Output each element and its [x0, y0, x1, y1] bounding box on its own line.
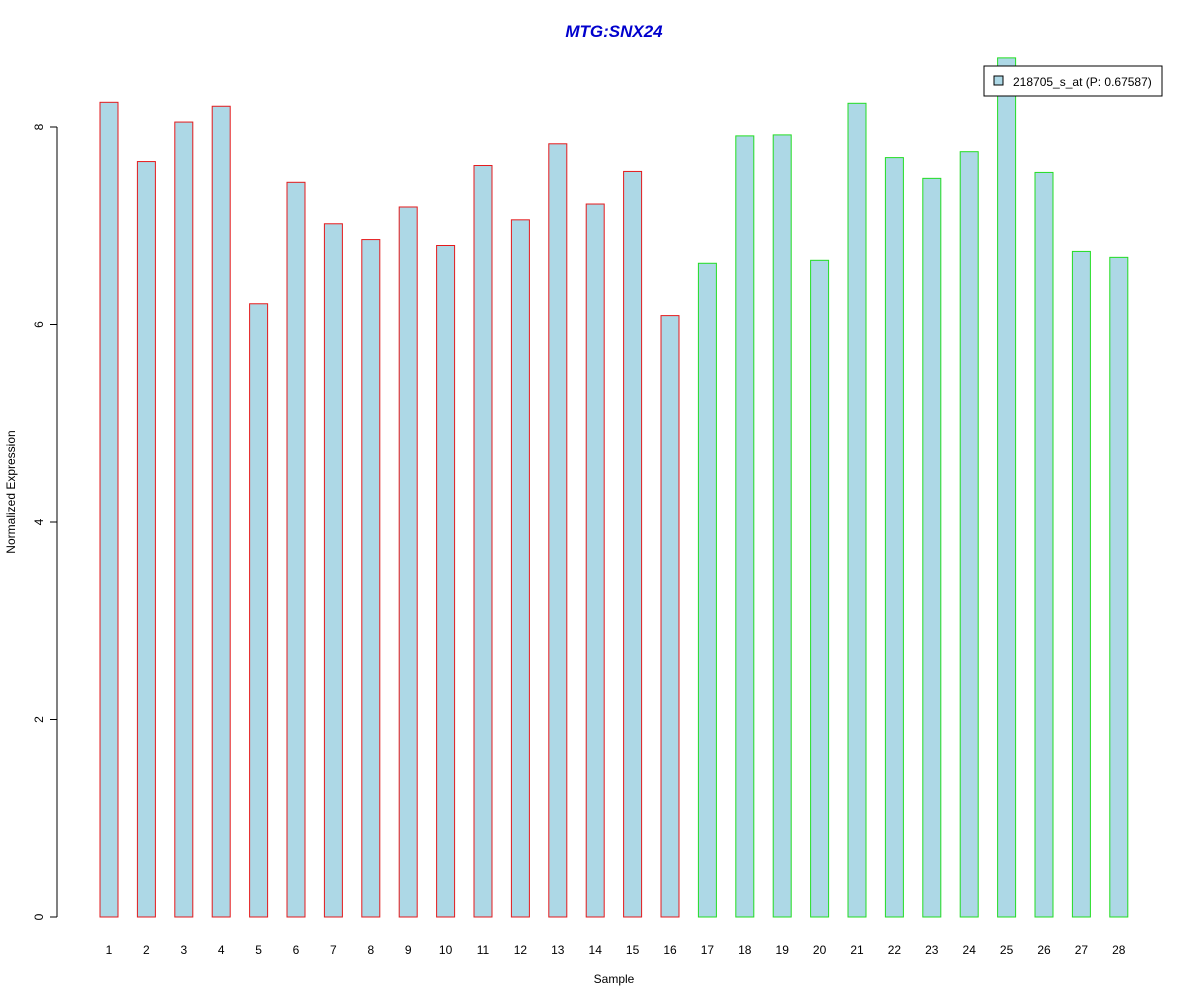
bar-sample-11 [473, 165, 493, 918]
x-tick-label: 18 [738, 943, 752, 957]
bar-sample-8 [361, 239, 381, 918]
x-tick-labels: 1 2 3 4 5 6 7 8 9 10 11 12 13 14 15 16 17 18 19 20 21 22 23 24 2… [106, 943, 1126, 957]
y-tick-label: 4 [32, 518, 46, 525]
x-tick-label: 3 [180, 943, 187, 957]
bar-sample-10 [436, 245, 456, 918]
legend-box [983, 65, 1163, 97]
x-tick-label: 1 [106, 943, 113, 957]
bar-sample-27 [1071, 250, 1091, 918]
bar-sample-22 [884, 157, 904, 918]
x-tick-label: 26 [1037, 943, 1051, 957]
x-tick-label: 27 [1075, 943, 1089, 957]
x-axis-label: Sample [594, 972, 635, 986]
legend-label: 218705_s_at (P: 0.67587) [1013, 75, 1152, 89]
x-tick-label: 19 [776, 943, 790, 957]
bar-sample-18 [735, 135, 755, 918]
bar-sample-28 [1109, 256, 1129, 918]
y-tick-label: 6 [32, 321, 46, 328]
x-tick-label: 25 [1000, 943, 1014, 957]
bar-sample-12 [510, 219, 530, 918]
bar-sample-21 [847, 102, 867, 918]
bar-sample-16 [660, 315, 680, 918]
x-tick-label: 12 [514, 943, 528, 957]
x-tick-label: 24 [963, 943, 977, 957]
bar-sample-24 [959, 151, 979, 918]
x-tick-label: 8 [367, 943, 374, 957]
bar-sample-13 [548, 143, 568, 918]
y-axis-label: Normalized Expression [4, 430, 18, 553]
x-tick-label: 10 [439, 943, 453, 957]
x-tick-label: 23 [925, 943, 939, 957]
bar-sample-23 [922, 177, 942, 918]
x-tick-label: 7 [330, 943, 337, 957]
x-tick-label: 28 [1112, 943, 1126, 957]
x-tick-label: 11 [477, 943, 490, 957]
bar-sample-5 [249, 303, 269, 918]
x-tick-label: 6 [293, 943, 300, 957]
x-tick-label: 14 [589, 943, 603, 957]
x-tick-label: 9 [405, 943, 412, 957]
bar-sample-2 [136, 161, 156, 918]
bar-sample-4 [211, 105, 231, 918]
bars-group [99, 57, 1129, 918]
bar-sample-14 [585, 203, 605, 918]
legend: 218705_s_at (P: 0.67587) [983, 65, 1163, 97]
x-tick-label: 20 [813, 943, 827, 957]
x-tick-label: 22 [888, 943, 902, 957]
x-tick-label: 16 [663, 943, 677, 957]
bar-sample-17 [697, 262, 717, 918]
x-tick-label: 4 [218, 943, 225, 957]
y-tick-label: 8 [32, 123, 46, 130]
bar-sample-6 [286, 181, 306, 918]
chart-title: MTG:SNX24 [565, 22, 663, 41]
x-tick-label: 13 [551, 943, 565, 957]
bar-sample-19 [772, 134, 792, 918]
bar-sample-1 [99, 101, 119, 918]
bar-sample-7 [323, 223, 343, 918]
y-tick-label: 2 [32, 716, 46, 723]
bar-sample-26 [1034, 171, 1054, 918]
x-tick-label: 5 [255, 943, 262, 957]
x-tick-label: 15 [626, 943, 640, 957]
x-tick-label: 17 [701, 943, 715, 957]
bar-sample-20 [810, 259, 830, 918]
legend-swatch [993, 75, 1004, 86]
x-tick-label: 21 [850, 943, 864, 957]
x-tick-label: 2 [143, 943, 150, 957]
y-axis: 0 2 4 6 8 [32, 123, 58, 920]
y-tick-label: 0 [32, 913, 46, 920]
bar-sample-9 [398, 206, 418, 918]
bar-sample-15 [623, 170, 643, 918]
bar-sample-25 [997, 57, 1017, 918]
bar-sample-3 [174, 121, 194, 918]
